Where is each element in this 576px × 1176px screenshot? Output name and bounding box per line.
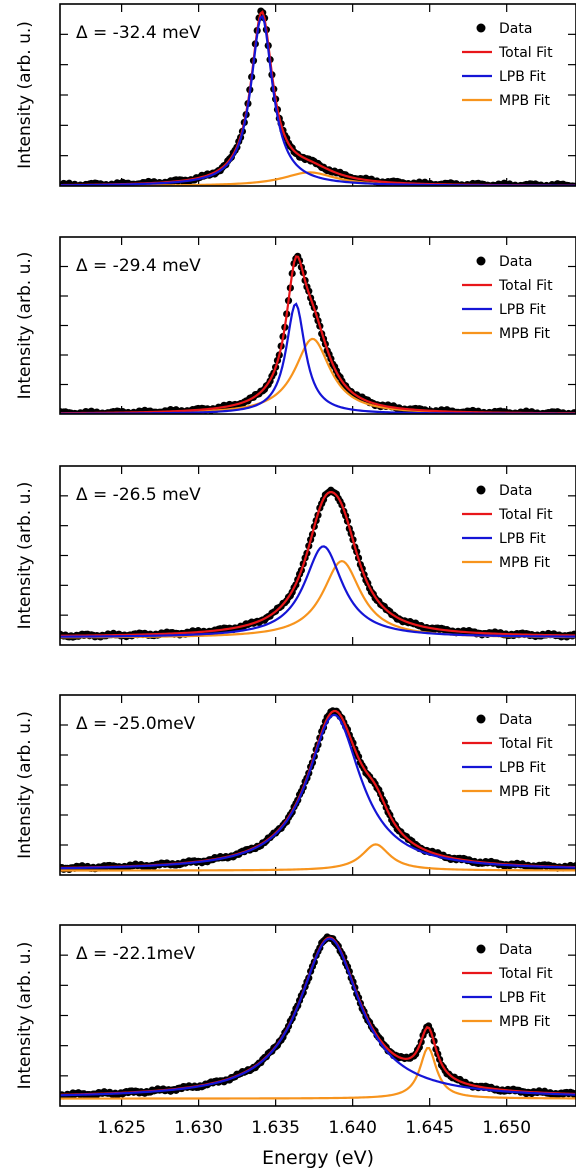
lpb-fit-line: [60, 937, 576, 1097]
lpb-fit-line: [60, 545, 576, 638]
legend-label: MPB Fit: [499, 1014, 551, 1030]
panel-title: Δ = -29.4 meV: [76, 256, 201, 276]
legend-label: Data: [499, 942, 532, 958]
x-tick-labels: 1.625 1.630 1.635 1.640 1.645 1.650: [97, 1118, 531, 1138]
legend: Data Total Fit LPB Fit MPB Fit: [462, 712, 553, 800]
legend-label: LPB Fit: [499, 302, 546, 318]
legend-label: LPB Fit: [499, 69, 546, 85]
panel-1: Δ = -32.4 meV Intensity (arb. u.) Data Tota…: [15, 3, 576, 187]
y-axis-label: Intensity (arb. u.): [15, 21, 35, 169]
mpb-fit-line: [60, 559, 576, 639]
y-axis-label: Intensity (arb. u.): [15, 482, 35, 630]
total-fit-line: [60, 491, 576, 637]
panel-2: Δ = -29.4 meV Intensity (arb. u.) Data Tota…: [15, 236, 576, 415]
panels: Δ = -32.4 meV Intensity (arb. u.) Data Tota…: [15, 3, 576, 1107]
legend-label: Total Fit: [498, 736, 553, 752]
legend: Data Total Fit LPB Fit MPB Fit: [462, 942, 553, 1030]
panel-3: Δ = -26.5 meV Intensity (arb. u.) Data Tota…: [15, 465, 576, 646]
panel-title: Δ = -25.0meV: [76, 714, 196, 734]
legend-label: MPB Fit: [499, 784, 551, 800]
legend-marker-data: [476, 485, 486, 495]
legend-label: LPB Fit: [499, 531, 546, 547]
legend-label: Total Fit: [498, 45, 553, 61]
x-axis-label: Energy (eV): [262, 1147, 374, 1169]
axes-frame: [59, 3, 576, 187]
mpb-fit-line: [60, 1046, 576, 1100]
legend-label: MPB Fit: [499, 326, 551, 342]
legend-label: Total Fit: [498, 278, 553, 294]
legend-label: Data: [499, 483, 532, 499]
legend-label: LPB Fit: [499, 990, 546, 1006]
legend-label: Total Fit: [498, 507, 553, 523]
legend-label: Data: [499, 712, 532, 728]
x-tick-label: 1.630: [174, 1118, 223, 1138]
legend-label: MPB Fit: [499, 93, 551, 109]
x-tick-label: 1.625: [97, 1118, 146, 1138]
panel-5: Δ = -22.1meV Intensity (arb. u.) Data Total…: [15, 924, 576, 1107]
y-axis-label: Intensity (arb. u.): [15, 711, 35, 859]
legend-marker-data: [476, 256, 486, 266]
legend-marker-data: [476, 23, 486, 33]
legend: Data Total Fit LPB Fit MPB Fit: [462, 21, 553, 109]
legend-label: LPB Fit: [499, 760, 546, 776]
legend-label: MPB Fit: [499, 555, 551, 571]
panel-title: Δ = -22.1meV: [76, 944, 196, 964]
x-tick-label: 1.645: [405, 1118, 454, 1138]
legend-marker-data: [476, 944, 486, 954]
x-tick-label: 1.650: [482, 1118, 531, 1138]
axes-frame: [59, 694, 576, 876]
lpb-fit-line: [60, 713, 576, 870]
axes-frame: [59, 465, 576, 646]
x-tick-label: 1.635: [251, 1118, 300, 1138]
axes-frame: [59, 924, 576, 1107]
axes-frame: [59, 236, 576, 415]
x-tick-label: 1.640: [328, 1118, 377, 1138]
mpb-fit-line: [60, 337, 576, 414]
panel-4: Δ = -25.0meV Intensity (arb. u.) Data Total…: [15, 694, 576, 876]
legend-label: Data: [499, 21, 532, 37]
mpb-fit-line: [60, 843, 576, 872]
legend-label: Total Fit: [498, 966, 553, 982]
legend: Data Total Fit LPB Fit MPB Fit: [462, 254, 553, 342]
panel-title: Δ = -26.5 meV: [76, 485, 201, 505]
legend-label: Data: [499, 254, 532, 270]
panel-title: Δ = -32.4 meV: [76, 23, 201, 43]
y-axis-label: Intensity (arb. u.): [15, 942, 35, 1090]
y-axis-label: Intensity (arb. u.): [15, 252, 35, 400]
legend-marker-data: [476, 714, 486, 724]
legend: Data Total Fit LPB Fit MPB Fit: [462, 483, 553, 571]
